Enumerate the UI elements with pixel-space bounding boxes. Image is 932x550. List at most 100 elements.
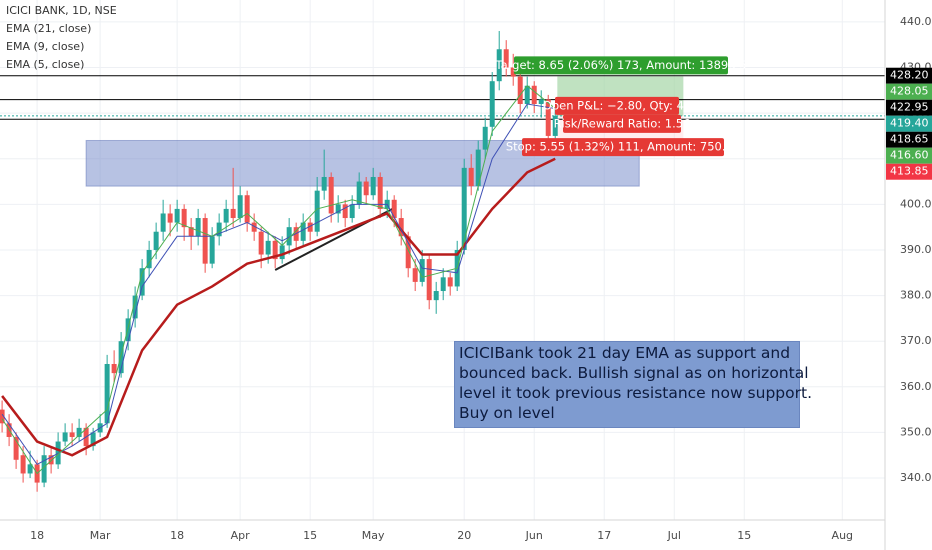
x-tick-label: 18 (170, 529, 184, 542)
candle-body (104, 364, 110, 424)
candle-body (216, 222, 222, 237)
candle-body (349, 204, 355, 219)
price-tag: 416.60 (890, 149, 929, 162)
x-tick-label: May (362, 529, 385, 542)
x-tick-label: 18 (30, 529, 44, 542)
candle-body (118, 341, 124, 374)
candle-body (20, 455, 26, 474)
candle-body (412, 268, 418, 282)
candle-body (195, 218, 201, 237)
annotation-line: bounced back. Bullish signal as on horiz… (459, 364, 809, 382)
annotation-line: ICICIBank took 21 day EMA as support and (459, 344, 791, 362)
candle-body (27, 464, 33, 474)
price-tag-bg (886, 99, 932, 116)
candle-body (328, 176, 334, 214)
y-tick-label: 360.00 (900, 380, 932, 393)
candle-body (181, 208, 187, 228)
candle-body (342, 204, 348, 219)
candle-body (209, 236, 215, 264)
candle-body (202, 218, 208, 264)
y-tick-label: 370.00 (900, 334, 932, 347)
legend-symbol: ICICI BANK, 1D, NSE (6, 4, 117, 17)
candle-body (251, 222, 257, 232)
candle-body (174, 208, 180, 223)
annotation-line: Buy on level (459, 404, 555, 422)
candle-body (160, 213, 166, 232)
y-tick-label: 340.00 (900, 471, 932, 484)
legend-ema5: EMA (5, close) (6, 58, 84, 71)
legend-ema21: EMA (21, close) (6, 22, 91, 35)
candle-body (363, 181, 369, 196)
candle-body (132, 295, 138, 319)
x-tick-label: 15 (303, 529, 317, 542)
candle-body (76, 427, 82, 437)
price-tag-bg (886, 115, 932, 132)
price-tag: 428.05 (890, 85, 929, 98)
candle-body (321, 176, 327, 191)
candle-body (405, 236, 411, 269)
candle-body (419, 259, 425, 282)
candle-body (531, 85, 537, 104)
rr-label-bg (563, 114, 681, 133)
candle-body (13, 436, 19, 460)
x-tick-label: 15 (737, 529, 751, 542)
candle-body (139, 268, 145, 296)
candle-body (41, 455, 47, 483)
candle-body (314, 190, 320, 232)
candle-body (69, 432, 75, 437)
price-tag: 422.95 (890, 101, 929, 114)
candle-body (146, 249, 152, 269)
candle-body (538, 99, 544, 104)
price-tag: 418.65 (890, 133, 929, 146)
candle-body (475, 149, 481, 187)
target-label: Target: 8.65 (2.06%) 173, Amount: 1389.2… (494, 58, 746, 72)
candle-body (496, 49, 502, 82)
y-tick-label: 440.00 (900, 15, 932, 28)
candle-body (524, 85, 530, 104)
x-tick-label: Mar (90, 529, 111, 542)
candle-body (153, 231, 159, 250)
candle-body (447, 277, 453, 287)
grid-layer (0, 0, 885, 520)
candle-body (440, 277, 446, 292)
pnl-label: Open P&L: −2.80, Qty: 45 (543, 98, 691, 112)
y-tick-label: 390.00 (900, 243, 932, 256)
candle-body (244, 195, 250, 223)
y-tick-label: 380.00 (900, 289, 932, 302)
x-tick-label: Jun (525, 529, 543, 542)
candle-body (286, 227, 292, 246)
annotation-line: level it took previous resistance now su… (459, 384, 812, 402)
target-label-bg (514, 56, 728, 75)
candle-body (300, 222, 306, 241)
candle-body (426, 259, 432, 301)
candle-body (167, 213, 173, 223)
y-tick-label: 350.00 (900, 425, 932, 438)
candle-body (237, 195, 243, 219)
candle-body (489, 81, 495, 127)
candle-body (510, 67, 516, 77)
candle-body (433, 291, 439, 301)
price-tag-bg (886, 83, 932, 100)
candle-body (398, 218, 404, 237)
candle-body (552, 115, 558, 136)
candle-body (188, 227, 194, 237)
price-tag-bg (886, 147, 932, 164)
stop-label-bg (522, 138, 724, 157)
candle-body (356, 181, 362, 205)
ema-line (1, 103, 556, 465)
candle-body (125, 318, 131, 342)
candle-body (377, 176, 383, 209)
candle-body (258, 231, 264, 255)
x-tick-label: Aug (832, 529, 853, 542)
candle-body (335, 204, 341, 214)
price-tag-bg (886, 67, 932, 84)
candle-body (48, 455, 54, 465)
candle-body (230, 208, 236, 219)
candle-body (482, 126, 488, 150)
stop-label: Stop: 5.55 (1.32%) 111, Amount: 750.25 (506, 140, 740, 154)
candle-body (272, 240, 278, 260)
x-tick-label: Apr (231, 529, 251, 542)
